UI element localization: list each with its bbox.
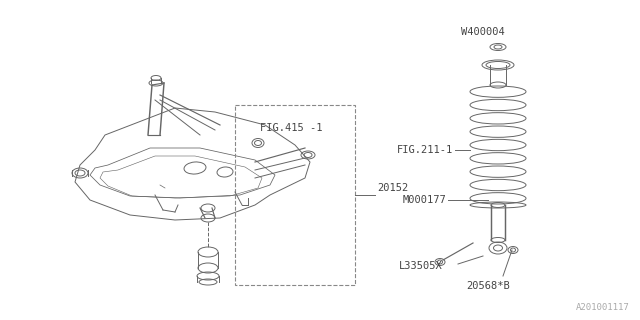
Text: 20152: 20152 (377, 183, 408, 193)
Text: FIG.211-1: FIG.211-1 (397, 145, 453, 155)
Text: A201001117: A201001117 (576, 303, 630, 312)
Text: W400004: W400004 (461, 27, 505, 37)
Text: FIG.415 -1: FIG.415 -1 (260, 123, 323, 133)
Text: M000177: M000177 (403, 195, 446, 205)
Text: L33505X: L33505X (399, 261, 443, 271)
Text: 20568*B: 20568*B (466, 281, 510, 291)
